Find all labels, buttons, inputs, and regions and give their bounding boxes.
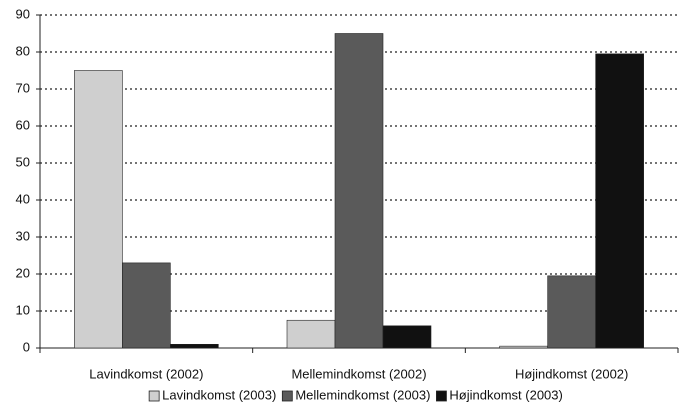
y-tick-label: 40 bbox=[16, 191, 30, 206]
bar bbox=[170, 343, 219, 349]
bar bbox=[334, 33, 384, 349]
bar bbox=[595, 53, 644, 349]
y-tick-label: 10 bbox=[16, 302, 30, 317]
legend-swatch bbox=[436, 390, 447, 402]
y-tick-label: 20 bbox=[16, 265, 30, 280]
bar bbox=[547, 275, 596, 349]
legend-swatch bbox=[148, 390, 160, 402]
y-tick-label: 50 bbox=[16, 154, 30, 169]
x-tick-label: Mellemindkomst (2002) bbox=[291, 366, 426, 381]
legend-swatch bbox=[281, 390, 293, 402]
bar bbox=[499, 345, 548, 349]
x-tick-label: Lavindkomst (2002) bbox=[89, 366, 203, 381]
bar bbox=[382, 325, 432, 349]
legend-label: Lavindkomst (2003) bbox=[162, 387, 276, 402]
y-tick-label: 0 bbox=[23, 339, 30, 354]
legend-label: Mellemindkomst (2003) bbox=[295, 387, 430, 402]
x-tick-label: Højindkomst (2002) bbox=[515, 366, 628, 381]
bar bbox=[286, 319, 336, 349]
legend-label: Højindkomst (2003) bbox=[449, 387, 562, 402]
y-tick-label: 60 bbox=[16, 117, 30, 132]
y-tick-label: 80 bbox=[16, 43, 30, 58]
y-tick-label: 30 bbox=[16, 228, 30, 243]
y-tick-label: 90 bbox=[16, 6, 30, 21]
bar bbox=[74, 70, 123, 349]
bar bbox=[122, 262, 171, 349]
y-tick-label: 70 bbox=[16, 80, 30, 95]
